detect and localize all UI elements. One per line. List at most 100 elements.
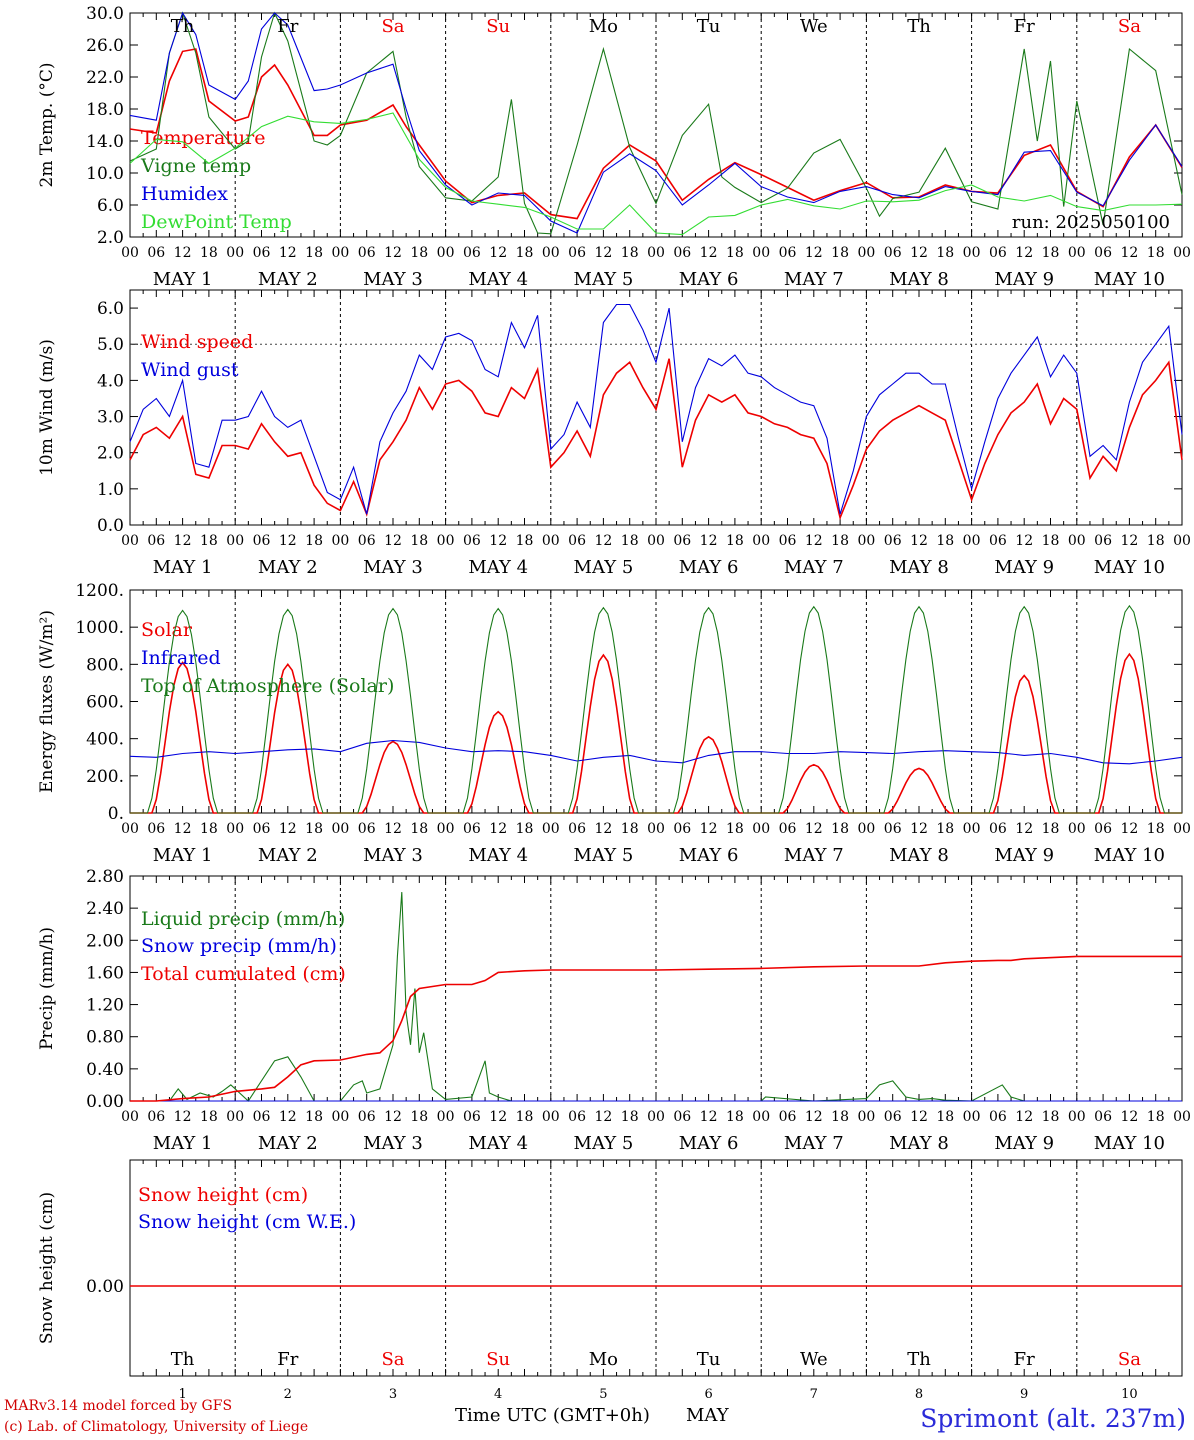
hour-tick-label: 06 xyxy=(253,821,271,837)
day-label: MAY 1 xyxy=(153,269,213,290)
time-axis-label: Time UTC (GMT+0h) xyxy=(455,1405,650,1426)
hour-tick-label: 12 xyxy=(174,533,192,549)
day-label: MAY 6 xyxy=(679,1133,739,1154)
hour-tick-label: 06 xyxy=(568,533,586,549)
legend-entry: Infrared xyxy=(141,647,221,669)
weekday-label: Mo xyxy=(589,16,618,37)
series-line-total-cumulated-cm- xyxy=(130,955,1182,1102)
weekday-label: Su xyxy=(486,16,510,37)
hour-tick-label: 18 xyxy=(200,821,218,837)
hour-tick-label: 00 xyxy=(647,821,665,837)
hour-tick-label: 12 xyxy=(279,1109,297,1125)
hour-tick-label: 18 xyxy=(305,533,323,549)
hour-tick-label: 18 xyxy=(410,1109,428,1125)
weekday-label: Fr xyxy=(1014,16,1035,37)
hour-tick-label: 12 xyxy=(1120,245,1138,261)
series-line-vigne-temp xyxy=(129,11,1183,235)
day-number-label: 4 xyxy=(494,1387,502,1402)
y-tick-label: 400. xyxy=(86,730,124,750)
hour-tick-label: 18 xyxy=(1042,821,1060,837)
hour-tick-label: 18 xyxy=(1147,245,1165,261)
series-line-humidex xyxy=(129,11,1183,234)
y-tick-label: 14.0 xyxy=(86,132,124,152)
hour-tick-label: 00 xyxy=(437,533,455,549)
day-number-label: 3 xyxy=(389,1387,397,1402)
hour-tick-label: 18 xyxy=(305,245,323,261)
y-tick-label: 2.40 xyxy=(86,899,124,919)
hour-tick-label: 18 xyxy=(936,533,954,549)
hour-tick-label: 06 xyxy=(1094,821,1112,837)
hour-tick-label: 12 xyxy=(594,821,612,837)
hour-tick-label: 00 xyxy=(226,821,244,837)
hour-tick-label: 18 xyxy=(831,533,849,549)
hour-tick-label: 12 xyxy=(489,821,507,837)
hour-tick-label: 18 xyxy=(200,245,218,261)
y-tick-label: 26.0 xyxy=(86,36,124,56)
hour-tick-label: 12 xyxy=(384,821,402,837)
day-number-label: 8 xyxy=(915,1387,923,1402)
y-tick-label: 22.0 xyxy=(86,68,124,88)
hour-tick-label: 06 xyxy=(779,533,797,549)
weekday-label: Fr xyxy=(277,1349,298,1370)
day-label: MAY 8 xyxy=(889,269,949,290)
legend-entry: Total cumulated (cm) xyxy=(141,963,346,985)
hour-tick-label: 00 xyxy=(963,245,981,261)
weekday-label: Th xyxy=(171,1349,195,1370)
weekday-label: Su xyxy=(486,1349,510,1370)
day-label: MAY 5 xyxy=(574,557,634,578)
hour-tick-label: 12 xyxy=(594,245,612,261)
hour-tick-label: 00 xyxy=(752,1109,770,1125)
hour-tick-label: 06 xyxy=(989,533,1007,549)
hour-tick-label: 00 xyxy=(857,821,875,837)
y-tick-label: 1.60 xyxy=(86,963,124,983)
hour-tick-label: 06 xyxy=(463,245,481,261)
hour-tick-label: 00 xyxy=(542,245,560,261)
weekday-label: We xyxy=(800,1349,828,1370)
day-label: MAY 3 xyxy=(363,269,423,290)
y-tick-label: 0. xyxy=(108,804,124,824)
hour-tick-label: 12 xyxy=(174,1109,192,1125)
y-tick-label: 2.0 xyxy=(97,228,124,248)
day-label: MAY 10 xyxy=(1094,845,1165,866)
hour-tick-label: 06 xyxy=(568,821,586,837)
day-label: MAY 8 xyxy=(889,845,949,866)
hour-tick-label: 18 xyxy=(1147,1109,1165,1125)
hour-tick-label: 00 xyxy=(226,1109,244,1125)
y-tick-label: 1.20 xyxy=(86,996,124,1016)
y-tick-label: 0.0 xyxy=(97,516,124,536)
hour-tick-label: 12 xyxy=(700,533,718,549)
day-label: MAY 5 xyxy=(574,1133,634,1154)
hour-tick-label: 00 xyxy=(121,245,139,261)
hour-tick-label: 12 xyxy=(279,245,297,261)
day-label: MAY 7 xyxy=(784,557,844,578)
hour-tick-label: 06 xyxy=(989,245,1007,261)
hour-tick-label: 00 xyxy=(226,533,244,549)
hour-tick-label: 18 xyxy=(621,245,639,261)
hour-tick-label: 00 xyxy=(121,533,139,549)
hour-tick-label: 00 xyxy=(437,821,455,837)
hour-tick-label: 06 xyxy=(989,1109,1007,1125)
hour-tick-label: 12 xyxy=(489,245,507,261)
hour-tick-label: 12 xyxy=(279,821,297,837)
hour-tick-label: 12 xyxy=(594,1109,612,1125)
day-label: MAY 7 xyxy=(784,1133,844,1154)
hour-tick-label: 06 xyxy=(884,533,902,549)
hour-tick-label: 00 xyxy=(752,533,770,549)
hour-tick-label: 06 xyxy=(463,533,481,549)
hour-tick-label: 00 xyxy=(331,533,349,549)
day-label: MAY 2 xyxy=(258,1133,318,1154)
hour-tick-label: 18 xyxy=(200,1109,218,1125)
y-tick-label: 800. xyxy=(86,655,124,675)
hour-tick-label: 18 xyxy=(516,1109,534,1125)
day-label: MAY 2 xyxy=(258,557,318,578)
hour-tick-label: 00 xyxy=(331,245,349,261)
day-number-label: 1 xyxy=(178,1387,186,1402)
day-label: MAY 7 xyxy=(784,845,844,866)
hour-tick-label: 18 xyxy=(726,533,744,549)
y-tick-label: 0.00 xyxy=(86,1277,124,1297)
legend-entry: Temperature xyxy=(141,127,265,149)
day-label: MAY 10 xyxy=(1094,557,1165,578)
hour-tick-label: 00 xyxy=(1173,533,1191,549)
hour-tick-label: 12 xyxy=(1015,533,1033,549)
hour-tick-label: 00 xyxy=(647,1109,665,1125)
